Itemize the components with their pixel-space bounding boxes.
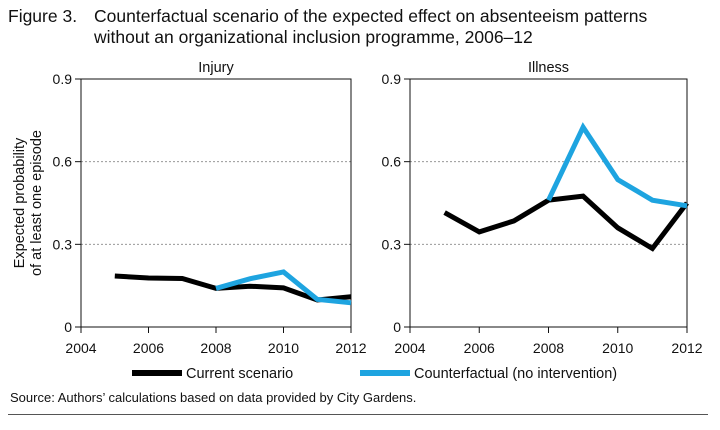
figure-title-line1: Counterfactual scenario of the expected … [94,6,648,26]
injury-ytick-label: 0 [64,319,72,335]
bottom-rule [8,414,708,415]
figure-title-line2: without an organizational inclusion prog… [94,27,533,47]
illness-xtick-label: 2010 [602,340,633,356]
injury-ytick-label: 0.3 [53,236,73,252]
y-axis-label-line2: of at least one episode [29,130,45,276]
illness-ytick-label: 0.6 [382,154,402,170]
y-axis-label-line1: Expected probability [12,137,28,268]
illness-ytick-label: 0 [393,319,401,335]
injury-ytick-label: 0.6 [53,154,73,170]
injury-panel-title: Injury [198,60,234,76]
legend-label-counterfactual-no-intervention: Counterfactual (no intervention) [414,366,617,382]
injury-ytick-label: 0.9 [53,71,73,87]
injury-counterfactual-no-intervention-line [215,269,352,306]
source-note: Source: Authors’ calculations based on d… [10,390,417,405]
illness-xtick-label: 2006 [464,340,495,356]
illness-xtick-label: 2008 [533,340,564,356]
illness-panel-title: Illness [528,60,569,76]
legend-label-current-scenario: Current scenario [186,366,293,382]
injury-xtick-label: 2004 [65,340,96,356]
injury-xtick-label: 2006 [133,340,164,356]
illness-ytick-label: 0.9 [382,71,402,87]
injury-plot-frame [80,78,352,328]
injury-xtick-label: 2008 [200,340,231,356]
illness-counterfactual-no-intervention-line [546,122,688,209]
injury-xtick-label: 2010 [268,340,299,356]
illness-xtick-label: 2004 [394,340,425,356]
illness-ytick-label: 0.3 [382,236,402,252]
y-axis-label: Expected probabilityof at least one epis… [12,130,45,276]
illness-current-scenario-line [443,193,689,252]
figure-number: Figure 3. [8,6,78,26]
figure-title: Figure 3. Counterfactual scenario of the … [8,6,708,48]
illness-xtick-label: 2012 [671,340,702,356]
injury-xtick-label: 2012 [335,340,366,356]
